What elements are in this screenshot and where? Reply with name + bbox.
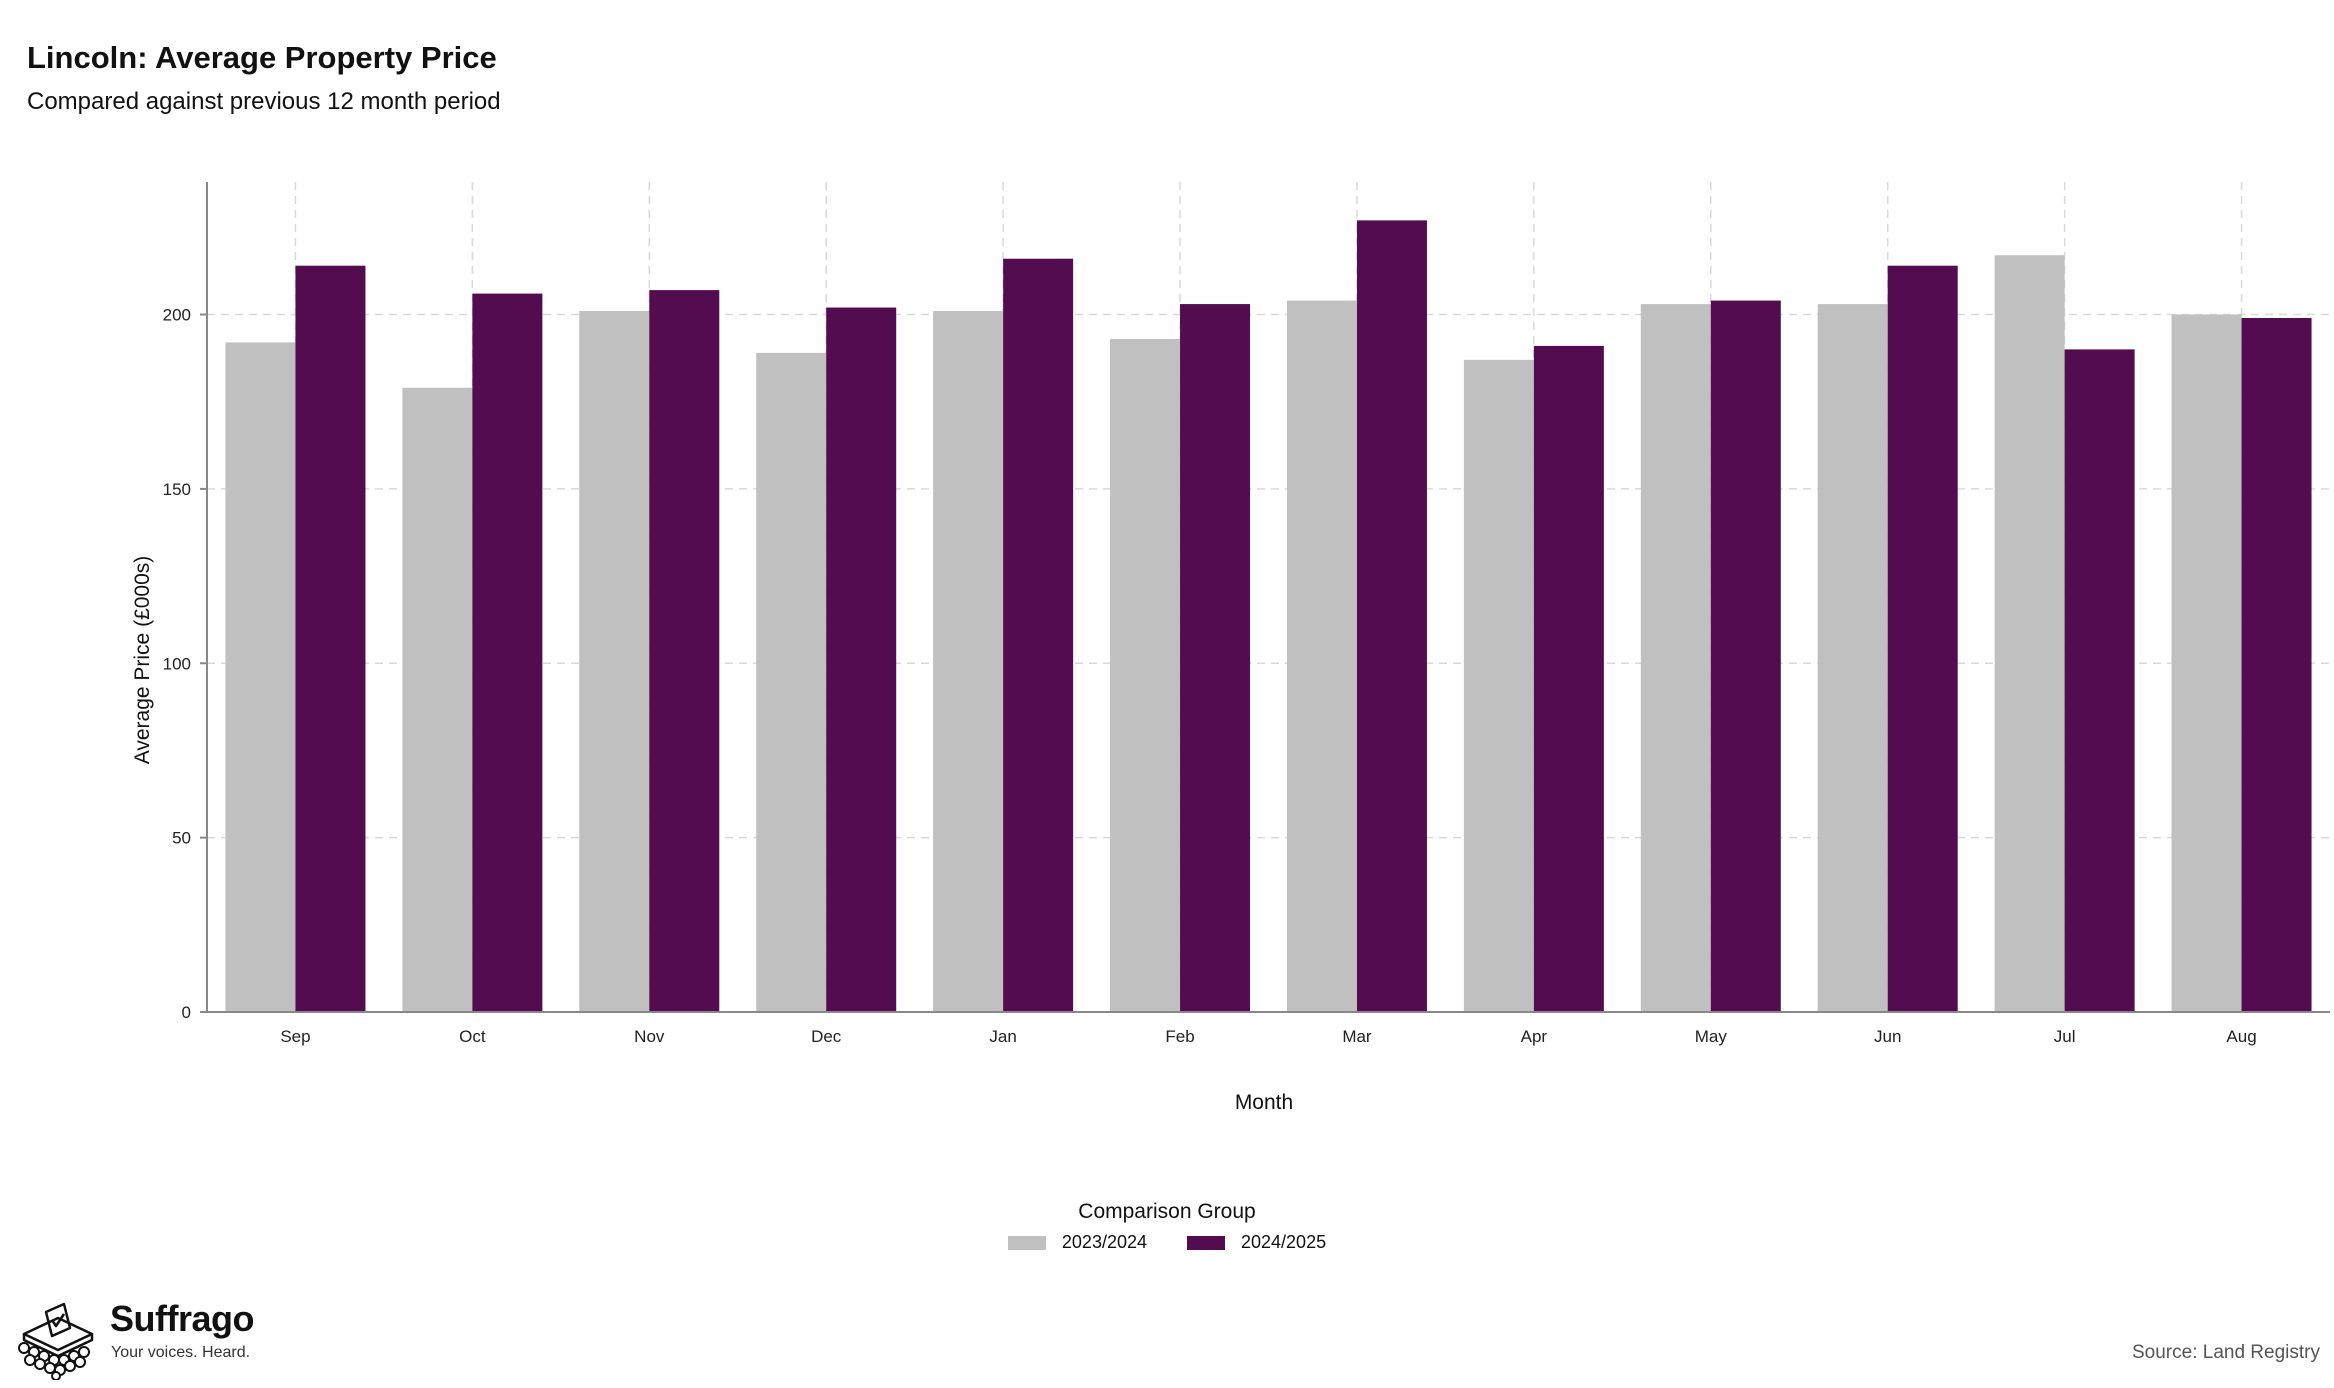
chart-subtitle: Compared against previous 12 month perio…: [27, 88, 501, 115]
x-tick-label: May: [1695, 1027, 1728, 1046]
x-tick-label: Apr: [1521, 1027, 1548, 1046]
x-tick-label: Oct: [459, 1027, 486, 1046]
y-tick-label: 150: [163, 480, 191, 499]
x-tick-label: Dec: [811, 1027, 842, 1046]
bar-2023-2024-dec: [756, 352, 827, 1013]
legend-item-2024-2025: 2024/2025: [1187, 1232, 1326, 1253]
x-tick-label: Jan: [989, 1027, 1016, 1046]
x-tick-label: Sep: [280, 1027, 310, 1046]
legend-swatch-2024-2025: [1187, 1235, 1225, 1250]
bar-2023-2024-jan: [933, 311, 1004, 1013]
bar-2024-2025-jun: [1887, 265, 1958, 1012]
bar-2023-2024-jun: [1817, 304, 1888, 1012]
legend: Comparison Group 2023/2024 2024/2025: [0, 1200, 2334, 1253]
tick-labels: 0 50 100 150 200 Sep Oct Nov Dec Jan Feb Mar Apr May J…: [163, 306, 2257, 1046]
bar-2023-2024-sep: [225, 342, 296, 1012]
bar-2024-2025-feb: [1180, 304, 1251, 1012]
bar-2023-2024-feb: [1110, 338, 1181, 1013]
x-tick-label: Feb: [1165, 1027, 1194, 1046]
x-tick-label: Aug: [2226, 1027, 2256, 1046]
axes: [200, 182, 2330, 1013]
bar-2024-2025-sep: [295, 265, 366, 1012]
bar-2024-2025-jul: [2064, 349, 2135, 1012]
legend-items: 2023/2024 2024/2025: [0, 1232, 2334, 1253]
bar-2023-2024-oct: [402, 387, 473, 1012]
ballot-box-icon: [18, 1302, 94, 1380]
legend-title: Comparison Group: [1078, 1200, 1256, 1223]
bar-2023-2024-nov: [579, 311, 650, 1013]
y-tick-label: 0: [182, 1003, 191, 1022]
bar-2023-2024-jul: [1994, 255, 2065, 1012]
x-axis-title: Month: [1235, 1091, 1293, 1114]
y-tick-label: 100: [163, 654, 191, 673]
bar-2023-2024-may: [1640, 304, 1711, 1012]
bar-2023-2024-mar: [1286, 300, 1357, 1013]
bar-2024-2025-aug: [2241, 318, 2312, 1012]
bar-2024-2025-nov: [649, 290, 720, 1012]
brand-name: Suffrago: [110, 1298, 255, 1339]
x-tick-label: Mar: [1342, 1027, 1372, 1046]
legend-item-2023-2024: 2023/2024: [1007, 1232, 1147, 1253]
legend-swatch-2023-2024: [1007, 1235, 1046, 1250]
bar-2024-2025-mar: [1356, 220, 1427, 1013]
x-tick-label: Jul: [2054, 1027, 2076, 1046]
bar-2024-2025-oct: [472, 293, 543, 1012]
y-tick-label: 50: [172, 829, 191, 848]
chart-title: Lincoln: Average Property Price: [27, 40, 497, 75]
x-tick-label: Nov: [634, 1027, 665, 1046]
bar-2024-2025-may: [1710, 300, 1781, 1013]
x-tick-label: Jun: [1874, 1027, 1901, 1046]
bar-2024-2025-jan: [1003, 258, 1074, 1013]
bar-2023-2024-aug: [2171, 314, 2242, 1012]
brand-tagline: Your voices. Heard.: [111, 1344, 251, 1361]
bar-2023-2024-apr: [1463, 359, 1534, 1012]
source-note: Source: Land Registry: [2132, 1342, 2320, 1363]
bars: [225, 220, 2312, 1013]
legend-label-2024-2025: 2024/2025: [1241, 1232, 1327, 1252]
legend-label-2023-2024: 2023/2024: [1061, 1232, 1147, 1252]
bar-2024-2025-apr: [1533, 345, 1604, 1012]
y-tick-label: 200: [163, 306, 191, 325]
y-axis-title: Average Price (£000s): [131, 556, 154, 765]
bar-chart: 0 50 100 150 200 Sep Oct Nov Dec Jan Feb Mar Apr May J…: [131, 182, 2330, 1114]
bar-2024-2025-dec: [826, 307, 897, 1012]
